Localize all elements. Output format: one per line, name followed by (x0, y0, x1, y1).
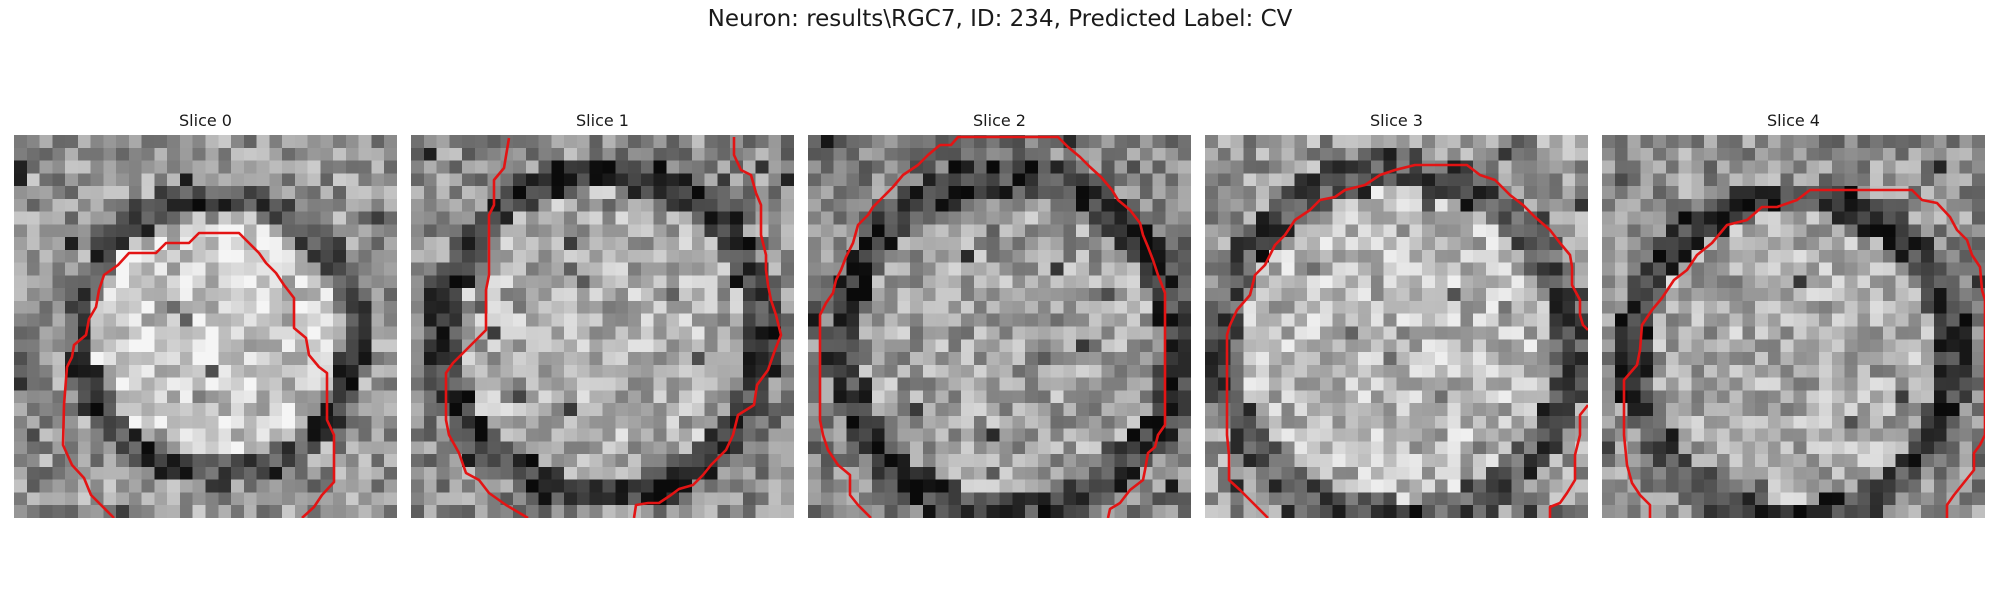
contour-line (1548, 404, 1588, 518)
contour-line (1622, 188, 1985, 518)
slice-panel-1: Slice 1 (411, 109, 794, 518)
grayscale-pixel-grid (808, 135, 1191, 518)
slice-panel-4: Slice 4 (1602, 109, 1985, 518)
slice-image (14, 135, 397, 518)
grayscale-pixel-grid (1602, 135, 1985, 518)
slice-panel-0: Slice 0 (14, 109, 397, 518)
slice-image (808, 135, 1191, 518)
contour-line (1225, 163, 1588, 518)
slice-label: Slice 0 (179, 111, 232, 130)
slice-image (1205, 135, 1588, 518)
contour-line (61, 231, 336, 518)
contour-line (444, 137, 529, 518)
contour-line (818, 135, 1167, 518)
slice-label: Slice 2 (973, 111, 1026, 130)
slice-label: Slice 3 (1370, 111, 1423, 130)
grayscale-pixel-grid (411, 135, 794, 518)
slice-label: Slice 4 (1767, 111, 1820, 130)
slice-label: Slice 1 (576, 111, 629, 130)
grayscale-pixel-grid (14, 135, 397, 518)
slice-image (1602, 135, 1985, 518)
slice-panel-2: Slice 2 (808, 109, 1191, 518)
slice-panel-3: Slice 3 (1205, 109, 1588, 518)
contour-line (632, 137, 783, 518)
grayscale-pixel-grid (1205, 135, 1588, 518)
slice-image (411, 135, 794, 518)
figure-title: Neuron: results\RGC7, ID: 234, Predicted… (707, 6, 1293, 32)
